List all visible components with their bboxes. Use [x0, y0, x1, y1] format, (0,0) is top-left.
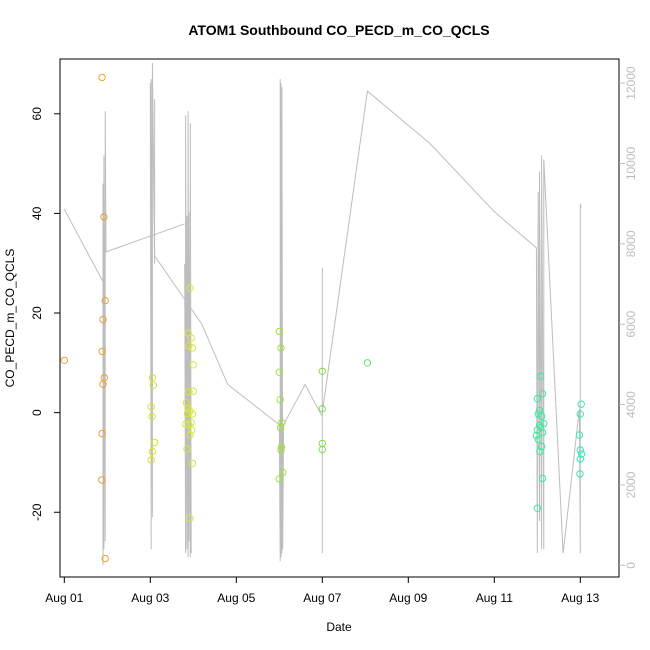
data-point-3-2	[275, 368, 283, 376]
x-axis: Aug 01 Aug 03 Aug 05 Aug 07 Aug 09 Aug 11 Aug …	[45, 577, 600, 605]
altitude-track-2	[184, 111, 192, 558]
data-point-2-16	[187, 426, 196, 434]
data-point-3-0	[275, 327, 283, 336]
data-point-5-0	[363, 359, 372, 367]
data-point-3-6	[277, 443, 286, 451]
data-point-2-7	[189, 387, 198, 395]
x-tick-label-1: Aug 03	[131, 591, 169, 605]
y2-tick-label-6: 12000	[624, 66, 638, 100]
data-point-3-8	[279, 468, 287, 477]
y2-tick-label-2: 4000	[624, 391, 638, 418]
chart-title: ATOM1 Southbound CO_PECD_m_CO_QCLS	[188, 22, 489, 38]
data-point-1-4	[150, 438, 159, 447]
data-point-2-2	[187, 334, 195, 342]
data-point-6-11	[532, 431, 541, 440]
data-point-7-6	[576, 470, 584, 478]
data-point-7-3	[576, 446, 584, 454]
data-point-7-1	[576, 410, 584, 418]
y2-tick-label-4: 8000	[624, 230, 638, 257]
y-tick-label-1: 0	[30, 409, 44, 416]
y-axis-left: -20 0 20 40 60	[30, 107, 60, 521]
y2-tick-label-5: 10000	[624, 146, 638, 180]
data-point-1-1	[149, 381, 158, 389]
data-point-0-8	[98, 429, 106, 438]
data-point-1-0	[148, 374, 157, 382]
data-point-2-0	[186, 284, 194, 292]
data-point-0-3	[101, 296, 109, 305]
y-tick-label-3: 40	[30, 206, 44, 220]
data-point-0-1	[98, 73, 106, 82]
data-point-2-18	[183, 445, 191, 453]
data-point-2-17	[186, 431, 194, 439]
x-tick-label-6: Aug 13	[561, 591, 599, 605]
y2-tick-label-3: 6000	[624, 311, 638, 338]
x-tick-label-5: Aug 11	[476, 591, 513, 605]
altitude-track-0	[63, 111, 185, 566]
x-tick-label-4: Aug 09	[389, 591, 427, 605]
y-tick-label-0: -20	[30, 503, 44, 521]
data-point-1-6	[147, 456, 155, 464]
data-point-6-1	[538, 390, 547, 398]
altitude-track-4	[321, 90, 582, 554]
data-point-0-10	[101, 554, 109, 563]
x-axis-label: Date	[326, 620, 352, 634]
data-point-0-2	[100, 213, 108, 221]
data-point-0-4	[99, 315, 107, 324]
data-point-7-5	[576, 455, 584, 463]
data-point-6-14	[536, 447, 544, 456]
data-point-7-2	[575, 431, 584, 439]
x-tick-label-0: Aug 01	[45, 591, 83, 605]
data-points-layer	[60, 73, 586, 563]
data-point-7-0	[577, 400, 585, 408]
altitude-track-3	[227, 79, 323, 562]
x-tick-label-3: Aug 07	[303, 591, 341, 605]
data-point-2-14	[181, 420, 190, 428]
y2-tick-label-0: 0	[624, 562, 638, 569]
data-point-1-3	[148, 412, 156, 421]
data-point-6-13	[537, 442, 546, 451]
plot-frame	[59, 58, 620, 578]
data-point-6-5	[537, 412, 546, 420]
data-point-7-4	[577, 450, 586, 458]
data-point-0-0	[60, 356, 69, 364]
data-point-2-11	[183, 409, 192, 418]
data-point-2-5	[189, 361, 198, 369]
data-point-2-19	[188, 459, 197, 468]
altitude-track-1	[149, 62, 229, 550]
data-point-1-2	[147, 403, 155, 411]
data-point-3-9	[275, 475, 283, 483]
y-tick-label-2: 20	[30, 306, 44, 320]
data-point-0-9	[98, 476, 106, 484]
data-point-6-0	[537, 372, 545, 380]
y-tick-label-4: 60	[30, 107, 44, 121]
data-point-6-2	[533, 395, 541, 403]
data-point-0-7	[99, 380, 107, 388]
data-point-6-10	[538, 428, 547, 437]
data-point-2-12	[188, 410, 197, 418]
y2-tick-label-1: 2000	[624, 471, 638, 498]
data-point-4-3	[318, 445, 326, 454]
data-point-6-15	[538, 474, 547, 483]
data-point-6-12	[534, 435, 542, 444]
data-point-0-5	[98, 347, 106, 356]
data-point-2-20	[186, 514, 194, 522]
data-point-6-16	[533, 504, 541, 512]
x-tick-label-2: Aug 05	[217, 591, 255, 605]
data-point-3-7	[277, 446, 285, 454]
data-point-2-4	[188, 344, 197, 352]
data-point-1-5	[148, 447, 157, 456]
y-axis-label: CO_PECD_m_CO_QCLS	[3, 249, 17, 388]
data-point-2-6	[185, 388, 193, 396]
data-point-3-1	[277, 344, 285, 352]
data-point-4-0	[318, 367, 326, 375]
y-axis-right: 0 2000 4000 6000 8000 10000 12000	[619, 66, 638, 569]
data-point-3-3	[276, 396, 284, 404]
data-point-4-1	[318, 405, 326, 413]
altitude-track-layer	[63, 62, 582, 566]
data-point-3-5	[276, 423, 285, 432]
data-point-3-4	[278, 418, 286, 427]
